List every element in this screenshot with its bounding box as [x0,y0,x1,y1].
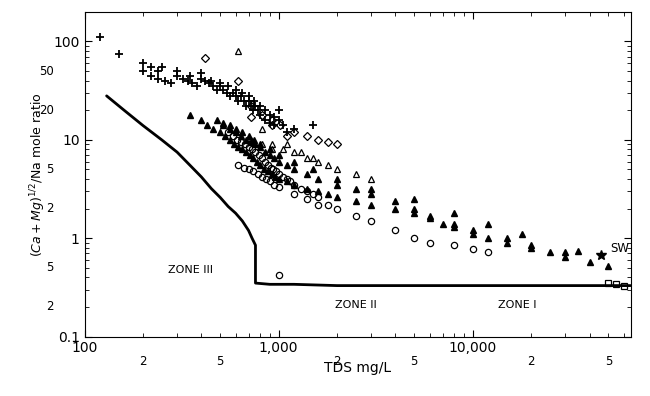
Text: 2: 2 [333,355,341,367]
Text: 2: 2 [46,202,54,215]
Text: 5: 5 [216,355,224,367]
Y-axis label: $(Ca + Mg)^{1/2}$/Na mole ratio: $(Ca + Mg)^{1/2}$/Na mole ratio [28,92,47,257]
Text: 2: 2 [527,355,535,367]
Text: ZONE III: ZONE III [168,265,213,274]
Text: 5: 5 [604,355,612,367]
Text: ZONE I: ZONE I [498,300,537,310]
Text: 50: 50 [39,65,54,78]
Text: 5: 5 [47,163,54,176]
Text: 5: 5 [47,261,54,274]
Text: 5: 5 [411,355,418,367]
Text: SW: SW [610,242,629,255]
X-axis label: TDS mg/L: TDS mg/L [324,361,391,375]
Text: ZONE II: ZONE II [335,300,377,310]
Text: 2: 2 [139,355,147,367]
Text: 2: 2 [46,301,54,314]
Text: 20: 20 [39,104,54,117]
